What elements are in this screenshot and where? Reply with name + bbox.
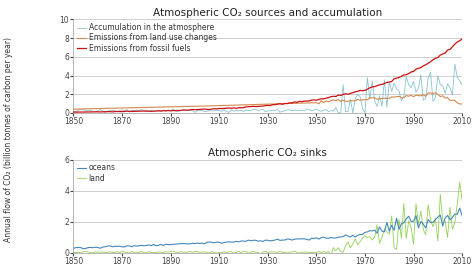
Emissions from fossil fuels bbox=[440, 52, 446, 56]
Line: Emissions from fossil fuels: Emissions from fossil fuels bbox=[73, 39, 462, 112]
land bbox=[457, 180, 463, 184]
land bbox=[396, 218, 402, 221]
Emissions from fossil fuels bbox=[394, 76, 400, 80]
land bbox=[416, 223, 421, 226]
Emissions from fossil fuels bbox=[177, 109, 183, 112]
oceans bbox=[457, 207, 463, 210]
Legend: oceans, land: oceans, land bbox=[77, 163, 116, 183]
oceans bbox=[81, 247, 86, 250]
Emissions from fossil fuels bbox=[214, 107, 219, 111]
Emissions from fossil fuels bbox=[413, 68, 419, 71]
Accumulation in the atmosphere bbox=[416, 86, 421, 90]
Emissions from fossil fuels bbox=[459, 37, 465, 40]
Emissions from land use changes bbox=[459, 102, 465, 106]
Emissions from land use changes bbox=[71, 108, 76, 111]
Emissions from land use changes bbox=[177, 105, 183, 108]
Accumulation in the atmosphere bbox=[214, 109, 219, 113]
Emissions from land use changes bbox=[214, 104, 219, 107]
land bbox=[200, 250, 205, 254]
Emissions from fossil fuels bbox=[200, 108, 205, 111]
Accumulation in the atmosphere bbox=[442, 92, 448, 95]
oceans bbox=[396, 228, 402, 231]
land bbox=[459, 199, 465, 203]
oceans bbox=[71, 247, 76, 250]
oceans bbox=[416, 226, 421, 230]
land bbox=[71, 251, 76, 254]
oceans bbox=[180, 242, 186, 245]
Emissions from land use changes bbox=[394, 95, 400, 98]
Text: Annual flow of CO₂ (billion tonnes of carbon per year): Annual flow of CO₂ (billion tonnes of ca… bbox=[4, 36, 13, 242]
Accumulation in the atmosphere bbox=[396, 89, 402, 92]
Accumulation in the atmosphere bbox=[459, 83, 465, 86]
Title: Atmospheric CO₂ sinks: Atmospheric CO₂ sinks bbox=[209, 148, 327, 158]
Emissions from fossil fuels bbox=[71, 110, 76, 114]
Accumulation in the atmosphere bbox=[71, 110, 76, 113]
land bbox=[442, 219, 448, 223]
oceans bbox=[442, 216, 448, 220]
Emissions from land use changes bbox=[433, 91, 438, 95]
Line: Emissions from land use changes: Emissions from land use changes bbox=[73, 93, 462, 109]
oceans bbox=[217, 241, 222, 244]
Emissions from land use changes bbox=[413, 93, 419, 97]
land bbox=[214, 252, 219, 255]
Line: oceans: oceans bbox=[73, 208, 462, 249]
Accumulation in the atmosphere bbox=[177, 109, 183, 112]
Accumulation in the atmosphere bbox=[200, 109, 205, 112]
land bbox=[328, 254, 334, 257]
oceans bbox=[202, 242, 208, 245]
Title: Atmospheric CO₂ sources and accumulation: Atmospheric CO₂ sources and accumulation bbox=[153, 8, 383, 18]
Accumulation in the atmosphere bbox=[452, 63, 458, 66]
Accumulation in the atmosphere bbox=[336, 111, 341, 115]
land bbox=[177, 250, 183, 253]
Line: Accumulation in the atmosphere: Accumulation in the atmosphere bbox=[73, 64, 462, 113]
Emissions from land use changes bbox=[442, 96, 448, 100]
Legend: Accumulation in the atmosphere, Emissions from land use changes, Emissions from : Accumulation in the atmosphere, Emission… bbox=[77, 23, 217, 53]
oceans bbox=[459, 214, 465, 217]
Line: land: land bbox=[73, 182, 462, 255]
Emissions from land use changes bbox=[200, 105, 205, 108]
